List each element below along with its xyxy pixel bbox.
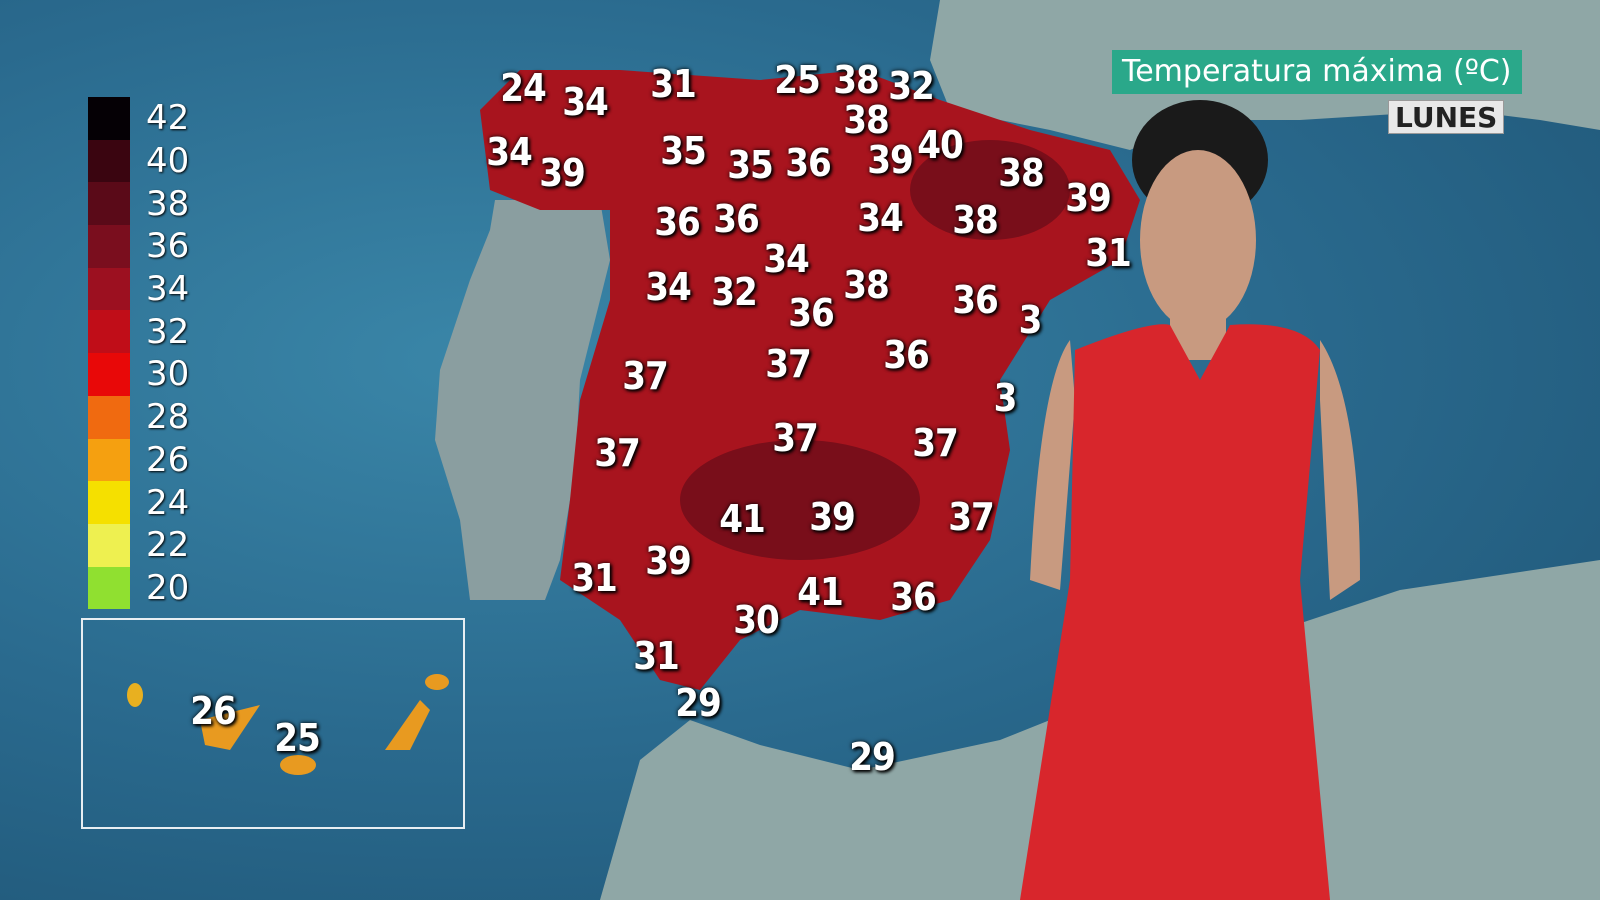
legend-row: 30: [88, 353, 189, 396]
temperature-label: 39: [809, 495, 856, 539]
legend-label: 30: [146, 354, 190, 395]
legend-row: 34: [88, 267, 190, 311]
temperature-label: 31: [650, 62, 697, 106]
canarias-land: [200, 705, 260, 750]
temperature-label: 26: [190, 689, 237, 733]
legend-row: 42: [88, 97, 189, 140]
temperature-label: 31: [633, 634, 680, 678]
temperature-label: 40: [917, 123, 964, 167]
temperature-label: 38: [843, 263, 890, 307]
temperature-label: 36: [785, 141, 832, 185]
temperature-label: 34: [486, 130, 533, 174]
legend-label: 20: [146, 567, 190, 608]
temperature-label: 41: [797, 570, 844, 614]
temperature-label: 31: [1085, 231, 1132, 275]
temperature-label: 38: [843, 98, 890, 142]
legend-row: 38: [88, 182, 190, 226]
temperature-label: 38: [833, 58, 880, 102]
legend-label: 24: [146, 482, 190, 523]
legend-row: 26: [88, 438, 190, 482]
temperature-label: 38: [952, 198, 999, 242]
temperature-label: 35: [660, 129, 707, 173]
legend-row: 22: [88, 523, 190, 567]
temperature-label: 24: [500, 66, 547, 110]
legend-swatch: [88, 481, 130, 524]
legend-swatch: [88, 353, 130, 396]
legend-label: 32: [146, 311, 190, 352]
temperature-label: 39: [539, 151, 586, 195]
temperature-label: 37: [912, 421, 959, 465]
day-label: LUNES: [1388, 100, 1505, 134]
legend-swatch: [88, 566, 130, 610]
temperature-label: 37: [772, 416, 819, 460]
legend-label: 34: [146, 269, 190, 310]
temperature-label: 39: [1065, 176, 1112, 220]
temperature-label: 3: [1018, 298, 1043, 342]
legend-swatch: [88, 267, 130, 311]
temperature-label: 29: [849, 735, 896, 779]
temperature-label: 38: [998, 151, 1045, 195]
temperature-label: 32: [711, 270, 758, 314]
temperature-label: 3: [993, 376, 1018, 420]
temperature-label: 39: [867, 138, 914, 182]
temperature-label: 34: [857, 196, 904, 240]
temperature-label: 25: [274, 716, 321, 760]
legend-swatch: [88, 395, 130, 439]
temperature-label: 35: [727, 143, 774, 187]
temperature-label: 39: [645, 539, 692, 583]
canarias-inset: [81, 618, 465, 829]
legend-swatch: [88, 97, 130, 140]
temperature-label: 34: [645, 265, 692, 309]
canarias-land: [385, 700, 430, 750]
temperature-label: 37: [948, 495, 995, 539]
temperature-label: 37: [594, 431, 641, 475]
temperature-label: 36: [952, 278, 999, 322]
temperature-label: 36: [890, 575, 937, 619]
legend-swatch: [88, 139, 130, 183]
legend-label: 40: [146, 141, 190, 182]
hot-zone: [910, 140, 1070, 240]
legend-row: 40: [88, 139, 190, 183]
legend-label: 36: [146, 226, 190, 267]
legend-row: 20: [88, 566, 190, 610]
presenter: [1020, 100, 1360, 900]
legend-label: 22: [146, 525, 190, 566]
map-title: Temperatura máxima (ºC): [1112, 50, 1522, 94]
temperature-legend: 42 40 38 36 34 32 30 28 26 24 22 20: [88, 97, 190, 610]
temperature-label: 32: [888, 64, 935, 108]
legend-swatch: [88, 438, 130, 482]
canarias-land: [127, 683, 143, 707]
legend-label: 42: [146, 98, 190, 139]
temperature-label: 37: [765, 342, 812, 386]
portugal-land: [435, 200, 610, 600]
legend-row: 32: [88, 310, 190, 354]
legend-swatch: [88, 225, 130, 268]
temperature-label: 30: [733, 598, 780, 642]
temperature-label: 25: [774, 58, 821, 102]
temperature-label: 37: [622, 354, 669, 398]
legend-label: 26: [146, 439, 190, 480]
temperature-label: 41: [719, 497, 766, 541]
legend-label: 38: [146, 183, 190, 224]
legend-row: 24: [88, 481, 189, 524]
temperature-label: 31: [571, 556, 618, 600]
legend-row: 28: [88, 395, 190, 439]
legend-row: 36: [88, 225, 189, 268]
legend-swatch: [88, 182, 130, 226]
legend-swatch: [88, 523, 130, 567]
temperature-label: 36: [883, 333, 930, 377]
hot-zone: [680, 440, 920, 560]
temperature-label: 36: [654, 200, 701, 244]
legend-swatch: [88, 310, 130, 354]
temperature-label: 34: [763, 237, 810, 281]
canarias-land: [280, 755, 316, 775]
canarias-land: [425, 674, 449, 690]
temperature-label: 36: [713, 197, 760, 241]
temperature-label: 36: [788, 291, 835, 335]
temperature-label: 29: [675, 681, 722, 725]
legend-label: 28: [146, 397, 190, 438]
temperature-label: 34: [562, 80, 609, 124]
